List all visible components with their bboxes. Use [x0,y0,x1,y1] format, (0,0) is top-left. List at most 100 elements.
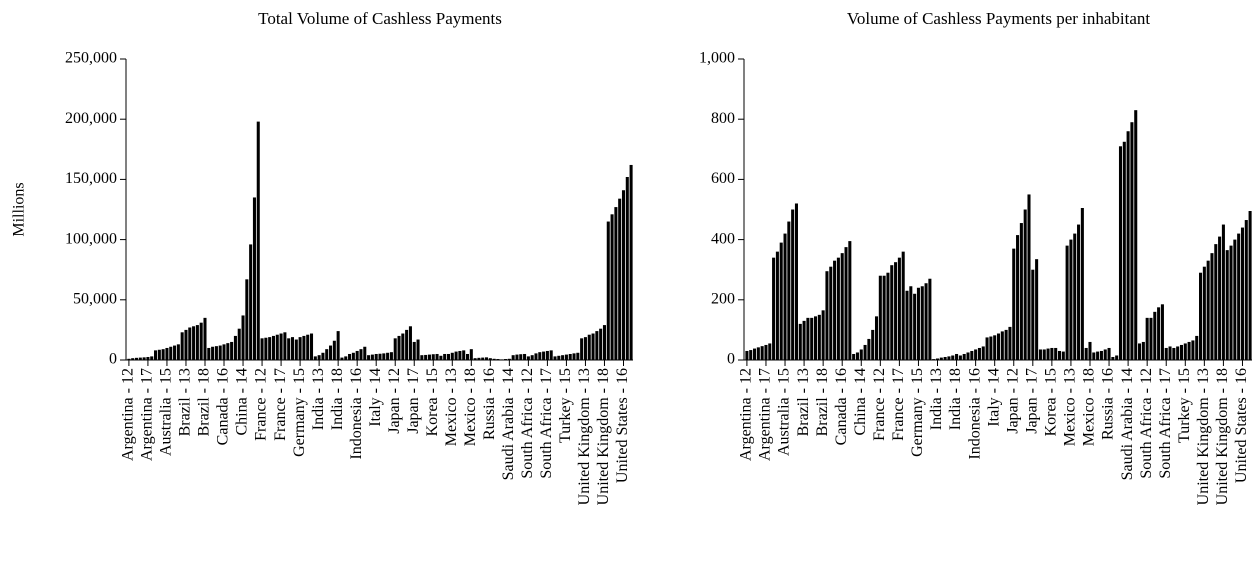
bar [855,352,859,360]
bar [222,344,226,360]
bar [446,353,451,360]
bar [249,244,253,360]
bar [492,358,496,360]
bar [625,176,629,360]
bar [279,333,283,360]
bar [829,266,833,360]
bar [943,356,947,360]
bar [606,221,610,360]
bar [1092,352,1096,360]
bar [768,343,772,360]
bar [465,353,470,360]
bar [1176,346,1180,360]
bar [256,121,260,360]
bar [1225,250,1229,360]
bar [473,358,477,360]
bar [981,346,985,360]
bar [618,198,622,360]
bar [386,352,390,360]
bar [184,329,188,360]
bar [1248,211,1252,360]
bar [283,332,287,360]
bar [408,326,412,360]
bar [886,272,890,360]
x-tick-label: Korea - 15 [1043,368,1060,436]
bar [1183,343,1187,360]
bar [131,358,135,360]
bar [1122,141,1126,360]
bar [199,322,203,360]
bar [1218,236,1222,360]
bar [840,253,844,360]
bar [378,353,382,360]
bar [924,283,928,360]
bar [901,251,905,360]
bar [298,337,302,360]
bar [1012,248,1016,360]
bar [214,346,218,360]
bar [939,357,943,360]
bar [146,356,150,360]
bar [1073,233,1077,360]
bar [1000,331,1004,360]
chart-title: Volume of Cashless Payments per inhabita… [847,9,1151,28]
bar [142,357,146,360]
bar [496,359,500,360]
bar [500,359,504,360]
bar [1164,347,1168,360]
x-tick-label: Argentina - 12 [120,368,137,461]
x-tick-label: Brazil - 18 [814,368,831,436]
y-tick-label: 0 [109,351,117,368]
bar [791,209,795,360]
bar [367,355,371,360]
bar [989,336,993,360]
bar [332,340,336,360]
x-tick-label: Italy - 14 [367,368,384,427]
bar [1149,317,1153,360]
bar [370,354,374,360]
bar [134,357,139,360]
bar [294,339,298,360]
x-tick-label: India - 18 [329,368,346,430]
x-tick-label: Italy - 14 [985,368,1002,427]
bar [157,349,161,360]
bar [1157,307,1161,360]
bar [749,350,753,360]
bar [825,271,829,360]
bar [454,351,458,360]
bar [1141,341,1145,360]
x-tick-label: Korea - 15 [424,368,441,436]
x-tick-label: Japan - 12 [386,368,403,434]
bar [1019,223,1023,360]
bar [813,316,818,360]
bar [173,345,177,360]
bar [576,352,580,360]
bar [595,331,599,360]
bar [458,350,462,360]
bar [993,335,997,360]
bar [211,346,215,360]
bar [1134,110,1138,360]
x-tick-label: Germany - 15 [909,368,926,457]
bar [932,359,936,360]
bar [591,333,595,360]
bar [1160,304,1164,360]
bar [534,353,538,360]
bar [348,353,352,360]
y-tick-label: 200 [711,290,735,307]
x-tick-label: Argentina - 17 [757,368,774,461]
bar [1038,349,1042,360]
bar [1016,235,1020,360]
bar [523,353,527,360]
bar [538,352,542,360]
bar [1145,317,1149,360]
bar [150,356,154,360]
x-tick-label: Australia - 15 [776,368,793,456]
x-tick-label: India - 13 [928,368,945,430]
bar [897,257,901,360]
bar [245,279,249,360]
bar [787,221,791,360]
bar [756,347,760,360]
bar [260,338,264,360]
bar [610,214,614,360]
